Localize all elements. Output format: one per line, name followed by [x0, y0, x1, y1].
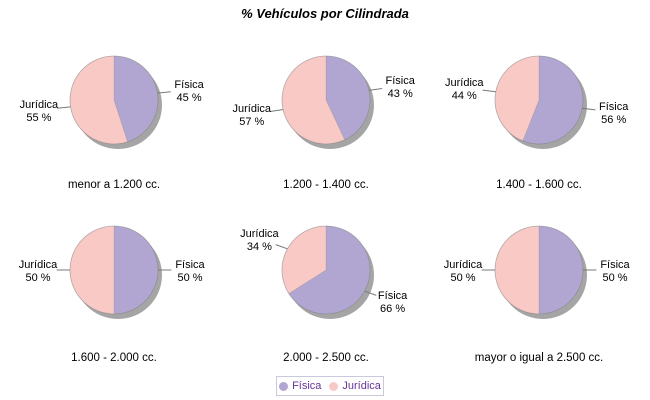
label-leader-line: [275, 244, 288, 250]
slice-label-name: Física: [386, 75, 416, 87]
slice-label-name: Física: [378, 290, 408, 302]
label-leader-line: [368, 88, 383, 91]
slice-label-pct: 34 %: [247, 241, 272, 253]
slice-label-pct: 50 %: [25, 272, 50, 284]
pie-rim: [494, 55, 584, 145]
label-leader-line: [582, 107, 596, 111]
slice-label-name: Jurídica: [444, 259, 483, 271]
pie-slice-jurdica: [281, 225, 327, 294]
legend-label: Física: [292, 380, 322, 392]
pie-category-label-2: 1.200 - 1.400 cc.: [283, 179, 369, 191]
slice-label-pct: 50 %: [450, 272, 475, 284]
pie-rim: [494, 225, 584, 315]
label-leader-line: [57, 106, 71, 109]
slice-label-pct: 43 %: [388, 88, 413, 100]
chart-title: % Vehículos por Cilindrada: [241, 6, 409, 21]
slice-label-name: Jurídica: [20, 99, 59, 111]
pie-slice-jurdica: [494, 225, 540, 315]
slice-label-name: Jurídica: [445, 77, 484, 89]
slice-label-name: Física: [599, 101, 629, 113]
label-leader-line: [364, 290, 377, 296]
pie-slice-fsica: [288, 225, 371, 315]
slice-label-pct: 50 %: [177, 272, 202, 284]
pie-category-label-3: 1.400 - 1.600 cc.: [496, 179, 582, 191]
slice-label-name: Jurídica: [19, 259, 58, 271]
pie-category-label-6: mayor o igual a 2.500 cc.: [474, 352, 604, 364]
slice-label-pct: 55 %: [26, 112, 51, 124]
pie-slice-jurdica: [281, 55, 346, 145]
label-leader-line: [269, 109, 284, 112]
pie-rim: [281, 55, 371, 145]
slice-label-name: Física: [174, 79, 204, 91]
slice-label-name: Jurídica: [240, 228, 279, 240]
slice-label-pct: 50 %: [602, 272, 627, 284]
pie-slice-jurdica: [69, 225, 115, 315]
pie-rim: [281, 225, 371, 315]
legend-item-jurdica: Jurídica: [329, 380, 381, 392]
pie-category-label-1: menor a 1.200 cc.: [67, 179, 161, 191]
slice-label-pct: 44 %: [452, 90, 477, 102]
pie-category-label-5: 2.000 - 2.500 cc.: [283, 352, 369, 364]
legend: Física Jurídica: [276, 376, 384, 396]
label-leader-line: [157, 91, 171, 94]
pie-category-label-4: 1.600 - 2.000 cc.: [71, 352, 157, 364]
pie-slice-fsica: [113, 55, 159, 143]
slice-label-pct: 45 %: [177, 92, 202, 104]
slice-label-name: Física: [600, 259, 630, 271]
pie-slice-fsica: [522, 55, 584, 145]
slice-label-name: Jurídica: [233, 103, 272, 115]
legend-label: Jurídica: [342, 380, 381, 392]
legend-item-fsica: Física: [279, 380, 321, 392]
label-leader-line: [482, 89, 496, 93]
pie-rim: [69, 225, 159, 315]
legend-marker-icon: [329, 381, 339, 391]
pie-slice-jurdica: [69, 55, 128, 145]
slice-label-pct: 56 %: [601, 114, 626, 126]
slice-label-pct: 57 %: [239, 116, 264, 128]
pie-slice-jurdica: [494, 55, 540, 142]
pie-rim: [69, 55, 159, 145]
slice-label-name: Física: [175, 259, 205, 271]
legend-marker-icon: [279, 381, 289, 391]
slice-label-pct: 66 %: [380, 303, 405, 315]
